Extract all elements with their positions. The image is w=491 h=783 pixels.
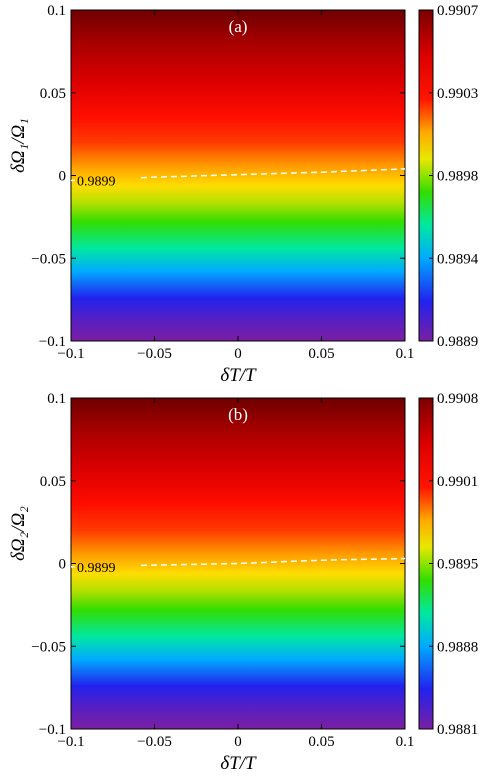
- contour-label-a: 0.9899: [77, 174, 116, 189]
- x-axis-label-b: δT/T: [220, 753, 257, 774]
- colorbar-tick-label: 0.9894: [437, 251, 479, 267]
- y-tick-label: −0.05: [31, 251, 66, 267]
- y-axis-label-b: δΩ₂/Ω₂: [8, 506, 29, 561]
- y-tick-label: 0.05: [40, 474, 66, 490]
- heatmap-field-a: [70, 9, 406, 342]
- contour-line-a: [70, 168, 406, 182]
- colorbar-tick-label: 0.9889: [437, 334, 478, 350]
- colorbar-tick-label: 0.9903: [437, 86, 478, 102]
- y-tick-label: 0.05: [40, 86, 66, 102]
- x-tick-label: −0.05: [137, 346, 172, 362]
- y-tick-label: −0.1: [39, 334, 66, 350]
- contour-line-b: [70, 557, 406, 568]
- x-tick-label: 0.05: [308, 734, 334, 750]
- colorbar-tick-label: 0.9908: [437, 391, 478, 407]
- heatmap-panel-a: 0.9899 (a) −0.1 −0.05 0 0.05 0.1 −0.1 −0.05 0 0…: [8, 3, 479, 386]
- colorbar-tick-label: 0.9898: [437, 169, 478, 185]
- y-tick-label: 0: [59, 557, 67, 573]
- x-tick-label: 0.1: [396, 734, 415, 750]
- y-tick-label: 0.1: [47, 391, 66, 407]
- colorbar-tick-label: 0.9895: [437, 557, 478, 573]
- colorbar-tick-label: 0.9907: [437, 3, 479, 19]
- colorbar-ticks-b: 0.9881 0.9888 0.9895 0.9901 0.9908: [429, 391, 478, 738]
- x-tick-label: 0: [234, 346, 242, 362]
- colorbar-tick-label: 0.9881: [437, 722, 478, 738]
- contour-label-b: 0.9899: [77, 561, 116, 576]
- panel-label-a: (a): [229, 17, 248, 36]
- heatmap-panel-b: 0.9899 (b) −0.1 −0.05 0 0.05 0.1 −0.1 −0.05 0 0…: [8, 391, 478, 774]
- colorbar-tick-label: 0.9901: [437, 474, 478, 490]
- x-tick-label: 0.1: [396, 346, 415, 362]
- panel-label-b: (b): [228, 405, 248, 424]
- x-tick-label: −0.1: [57, 734, 84, 750]
- colorbar-tick-label: 0.9888: [437, 639, 478, 655]
- y-tick-label: 0.1: [47, 3, 66, 19]
- y-axis-ticks-a: −0.1 −0.05 0 0.05 0.1: [31, 3, 405, 350]
- x-axis-label-a: δT/T: [220, 365, 257, 386]
- x-axis-ticks-b: −0.1 −0.05 0 0.05 0.1: [57, 398, 414, 750]
- x-tick-label: −0.1: [57, 346, 84, 362]
- y-tick-label: 0: [59, 169, 67, 185]
- colorbar-ticks-a: 0.9889 0.9894 0.9898 0.9903 0.9907: [429, 3, 479, 350]
- y-axis-label-a: δΩ₁/Ω₁: [8, 118, 29, 173]
- x-tick-label: −0.05: [137, 734, 172, 750]
- x-tick-label: 0.05: [308, 346, 334, 362]
- x-axis-ticks-a: −0.1 −0.05 0 0.05 0.1: [57, 10, 414, 362]
- heatmap-field-b: [70, 397, 406, 730]
- y-tick-label: −0.1: [39, 722, 66, 738]
- x-tick-label: 0: [234, 734, 242, 750]
- y-tick-label: −0.05: [31, 639, 66, 655]
- y-axis-ticks-b: −0.1 −0.05 0 0.05 0.1: [31, 391, 405, 738]
